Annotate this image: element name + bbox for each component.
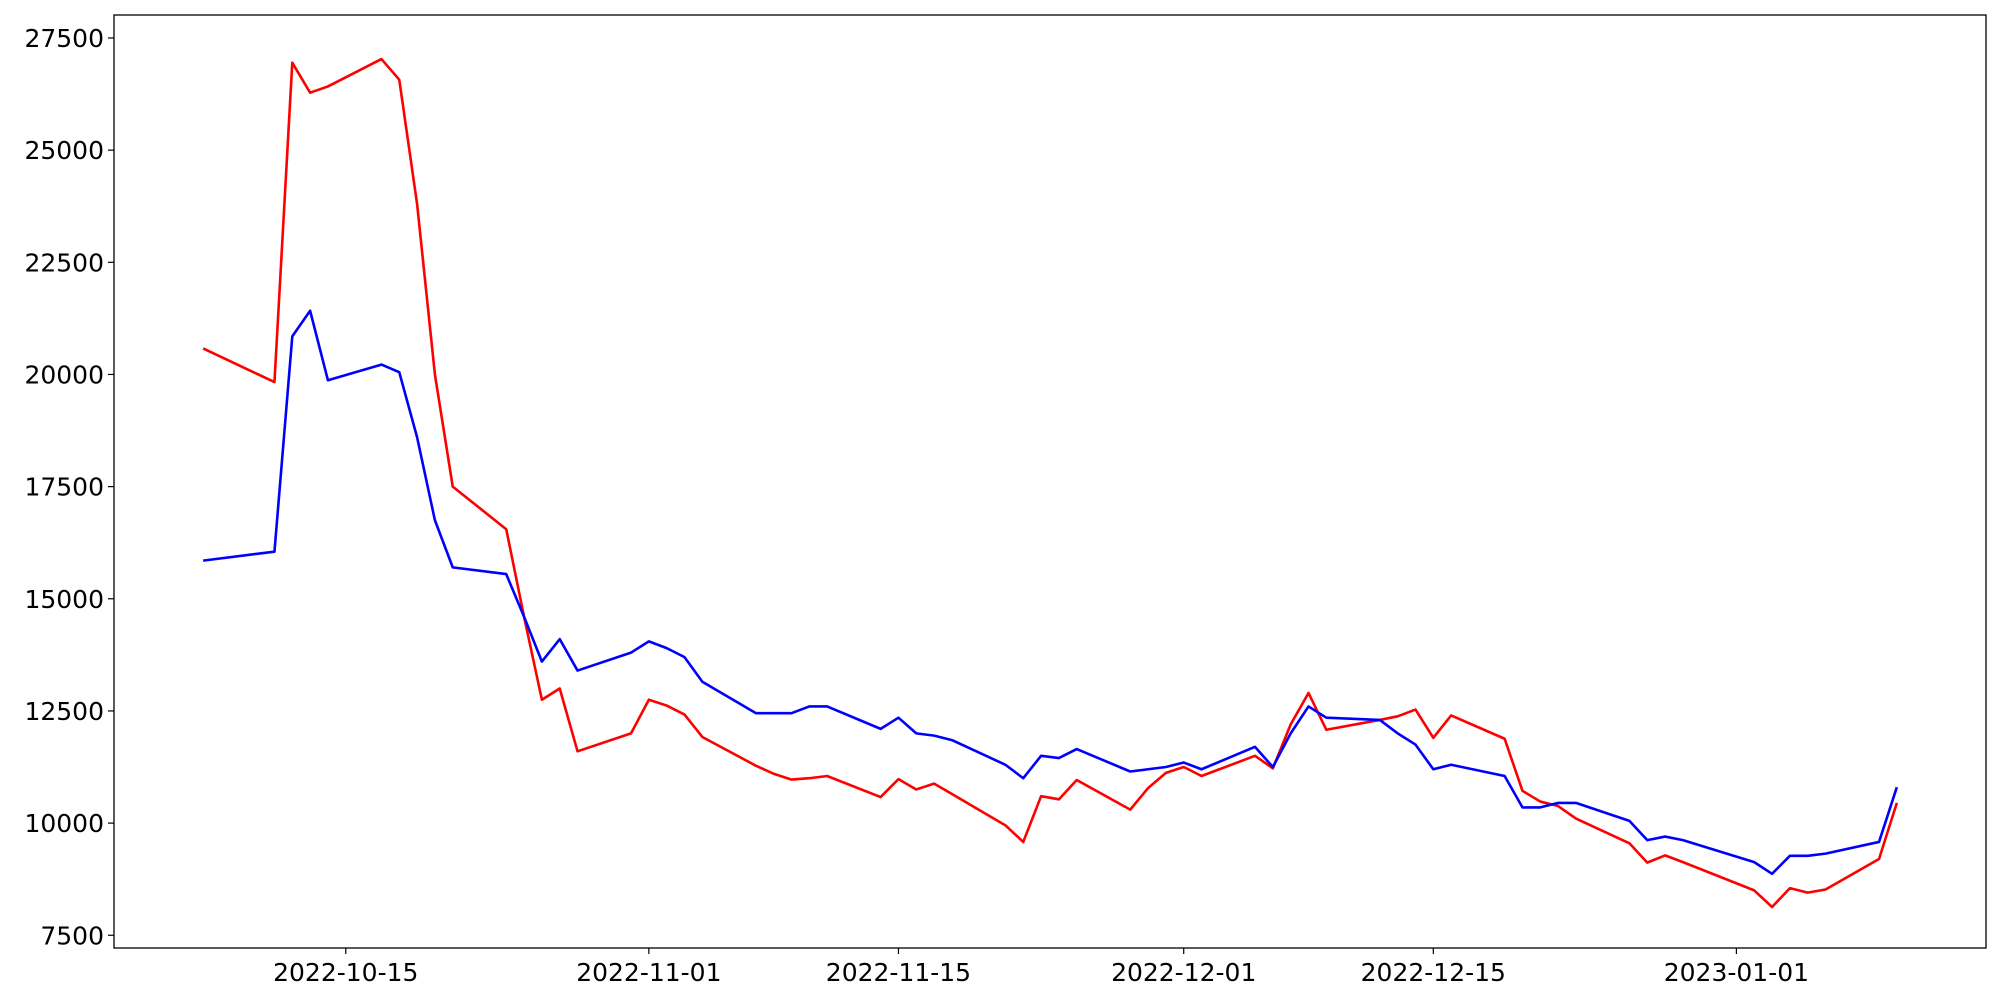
- data-line: [202, 57, 1899, 909]
- x-tick-label: 2022-11-01: [576, 958, 721, 987]
- y-tick-label: 25000: [24, 136, 104, 165]
- y-tick-label: 27500: [24, 24, 104, 53]
- y-tick-label: 20000: [24, 360, 104, 389]
- y-tick-label: 10000: [24, 809, 104, 838]
- x-tick-label: 2022-12-01: [1111, 958, 1256, 987]
- x-tick-label: 2022-12-15: [1361, 958, 1506, 987]
- y-tick-label: 22500: [24, 248, 104, 277]
- x-tick-label: 2022-11-15: [826, 958, 971, 987]
- y-tick-label: 7500: [40, 921, 104, 950]
- y-tick-label: 15000: [24, 585, 104, 614]
- y-tick-label: 17500: [24, 473, 104, 502]
- data-line: [202, 309, 1899, 876]
- x-tick-label: 2022-10-15: [273, 958, 418, 987]
- y-tick-label: 12500: [24, 697, 104, 726]
- x-tick-label: 2023-01-01: [1664, 958, 1809, 987]
- plot-frame: [113, 14, 1987, 949]
